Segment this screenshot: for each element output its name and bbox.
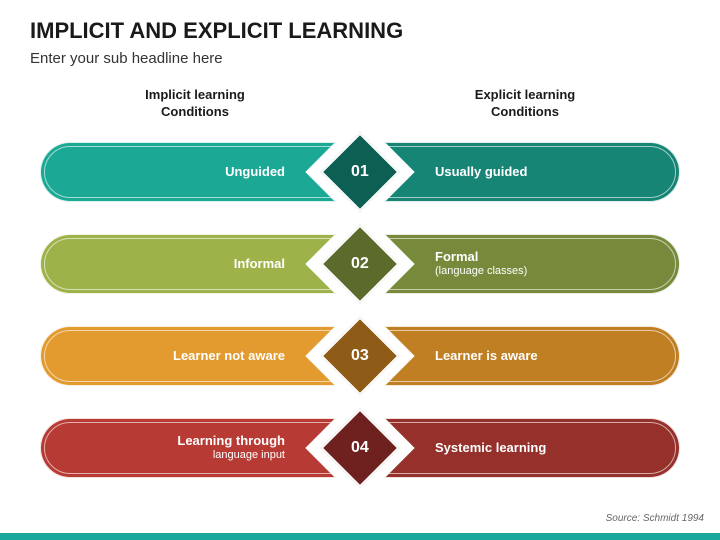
left-label: Unguided — [225, 164, 285, 180]
left-label: Learner not aware — [173, 348, 285, 364]
right-label: Systemic learning — [435, 440, 546, 456]
source-citation: Source: Schmidt 1994 — [606, 513, 704, 524]
right-label: Usually guided — [435, 164, 527, 180]
right-label: Learner is aware — [435, 348, 538, 364]
left-column-header: Implicit learningConditions — [30, 87, 360, 121]
left-pill: Learning throughlanguage input — [40, 418, 336, 478]
page-subtitle: Enter your sub headline here — [30, 50, 690, 67]
row-number: 01 — [351, 163, 369, 181]
comparison-row: Unguided Usually guided 01 — [40, 133, 680, 211]
comparison-row: Informal Formal(language classes) 02 — [40, 225, 680, 303]
right-label: Formal(language classes) — [435, 249, 527, 278]
row-number: 02 — [351, 255, 369, 273]
left-pill: Unguided — [40, 142, 336, 202]
right-pill: Formal(language classes) — [384, 234, 680, 294]
column-headers: Implicit learningConditions Explicit lea… — [0, 87, 720, 121]
page-title: IMPLICIT AND EXPLICIT LEARNING — [30, 18, 690, 44]
comparison-row: Learning throughlanguage input Systemic l… — [40, 409, 680, 487]
header: IMPLICIT AND EXPLICIT LEARNING Enter you… — [0, 0, 720, 75]
left-label: Learning throughlanguage input — [177, 433, 285, 462]
row-number: 04 — [351, 439, 369, 457]
comparison-rows: Unguided Usually guided 01 Informal Formal(l… — [0, 121, 720, 487]
right-pill: Usually guided — [384, 142, 680, 202]
right-pill: Systemic learning — [384, 418, 680, 478]
left-pill: Informal — [40, 234, 336, 294]
row-number: 03 — [351, 347, 369, 365]
right-pill: Learner is aware — [384, 326, 680, 386]
right-column-header: Explicit learningConditions — [360, 87, 690, 121]
accent-bar — [0, 533, 720, 540]
left-pill: Learner not aware — [40, 326, 336, 386]
left-label: Informal — [234, 256, 285, 272]
comparison-row: Learner not aware Learner is aware 03 — [40, 317, 680, 395]
